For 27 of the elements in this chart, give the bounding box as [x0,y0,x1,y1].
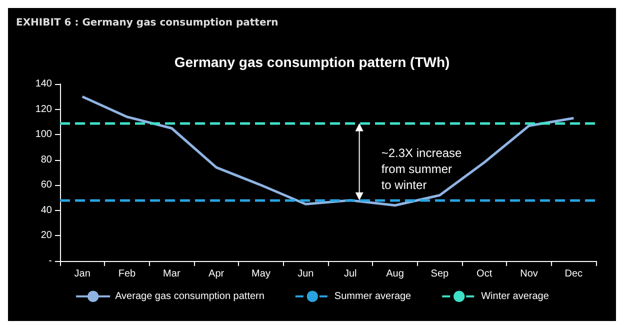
x-tick-label: Apr [208,268,225,280]
legend-label: Winter average [481,290,550,302]
x-tick-label: Jan [74,268,90,280]
x-tick-label: Jul [344,268,357,280]
chart-title: Germany gas consumption pattern (TWh) [174,54,450,70]
y-tick-label: 20 [40,230,52,242]
annotation: ~2.3X increase from summer to winter [381,146,462,192]
x-tick-label: Jun [298,268,314,280]
x-tick-label: Dec [564,268,583,280]
legend-label: Summer average [334,290,412,302]
x-tick-label: May [252,268,270,280]
x-tick-label: Sep [430,268,449,280]
y-tick-label: 140 [35,78,52,90]
y-tick-label: 60 [40,180,52,191]
y-tick-label: 120 [35,104,52,115]
line-series [81,95,575,207]
y-tick-label: 80 [40,154,52,166]
text: EXHIBIT 6 : Germany gas consumption pattern [16,18,278,28]
x-tick-label: Oct [476,268,492,280]
y-tick-label: - [48,256,52,266]
y-tick-label: 100 [35,129,52,140]
y-tick-label: 40 [40,204,52,216]
legend-label: Average gas consumption pattern [115,290,264,302]
x-tick-label: Feb [118,268,136,280]
x-tick-label: Mar [163,268,181,280]
x-tick-label: Nov [520,268,538,280]
x-tick-label: Aug [386,268,404,280]
